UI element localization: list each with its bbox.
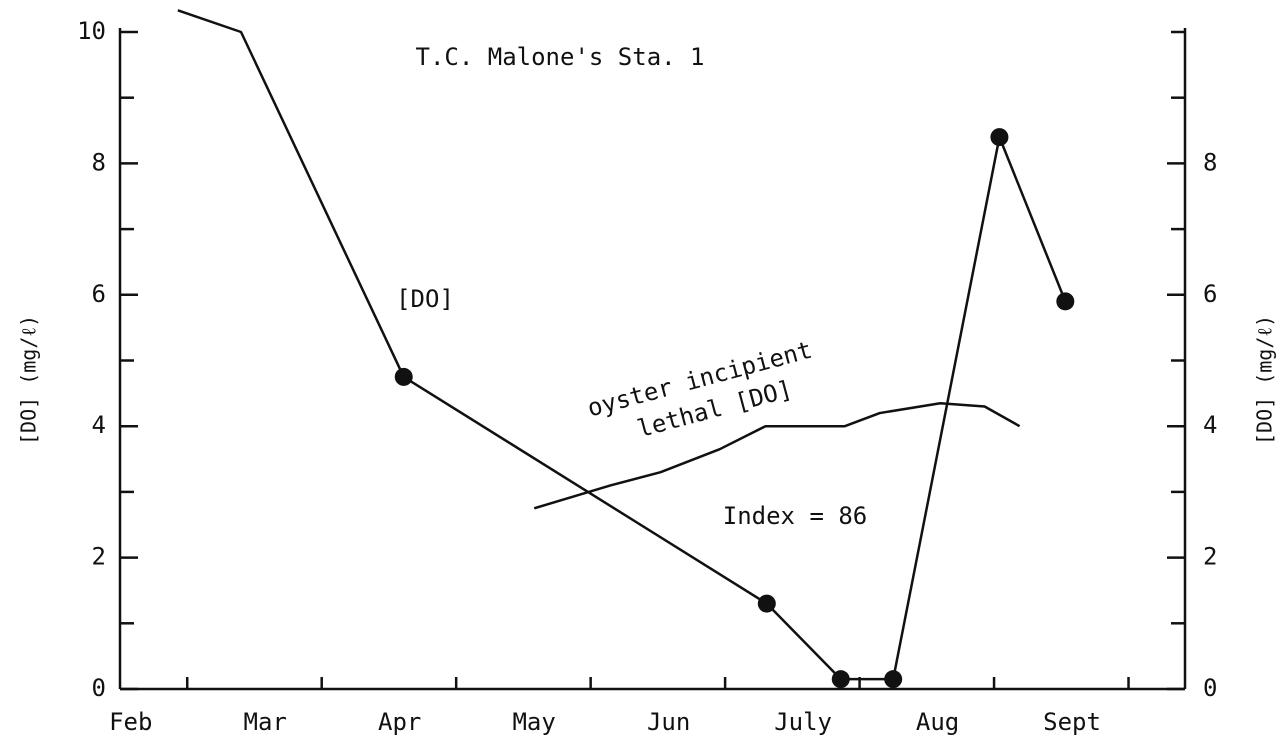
x-tick-label: Apr — [378, 708, 421, 736]
y-tick-label: 2 — [92, 543, 106, 571]
marker — [757, 594, 776, 613]
annotation: Index = 86 — [723, 502, 868, 530]
y2-tick-label: 8 — [1203, 148, 1217, 176]
y-tick-label: 8 — [92, 148, 106, 176]
y2-tick-label: 2 — [1203, 543, 1217, 571]
marker — [394, 367, 413, 386]
marker — [884, 670, 903, 689]
marker — [1056, 292, 1075, 311]
x-tick-label: July — [774, 708, 832, 736]
x-tick-label: Feb — [109, 708, 152, 736]
chart-title: T.C. Malone's Sta. 1 — [416, 43, 705, 71]
y-tick-label: 6 — [92, 280, 106, 308]
x-tick-label: Jun — [647, 708, 690, 736]
x-tick-label: May — [512, 708, 555, 736]
y2-tick-label: 6 — [1203, 280, 1217, 308]
x-tick-label: Sept — [1043, 708, 1101, 736]
y2-tick-label: 4 — [1203, 411, 1217, 439]
y-tick-label: 4 — [92, 411, 106, 439]
y-tick-label: 0 — [92, 674, 106, 702]
y2-tick-label: 0 — [1203, 674, 1217, 702]
x-tick-label: Mar — [244, 708, 287, 736]
y-tick-label: 10 — [77, 17, 106, 45]
line — [177, 9, 1067, 681]
x-tick-label: Aug — [916, 708, 959, 736]
y-axis-label: [DO] (mg/ℓ) — [17, 315, 41, 445]
marker — [990, 128, 1009, 147]
marker — [831, 670, 850, 689]
y2-axis-label: [DO] (mg/ℓ) — [1253, 315, 1277, 445]
line — [533, 401, 1021, 510]
annotation: [DO] — [396, 285, 454, 313]
